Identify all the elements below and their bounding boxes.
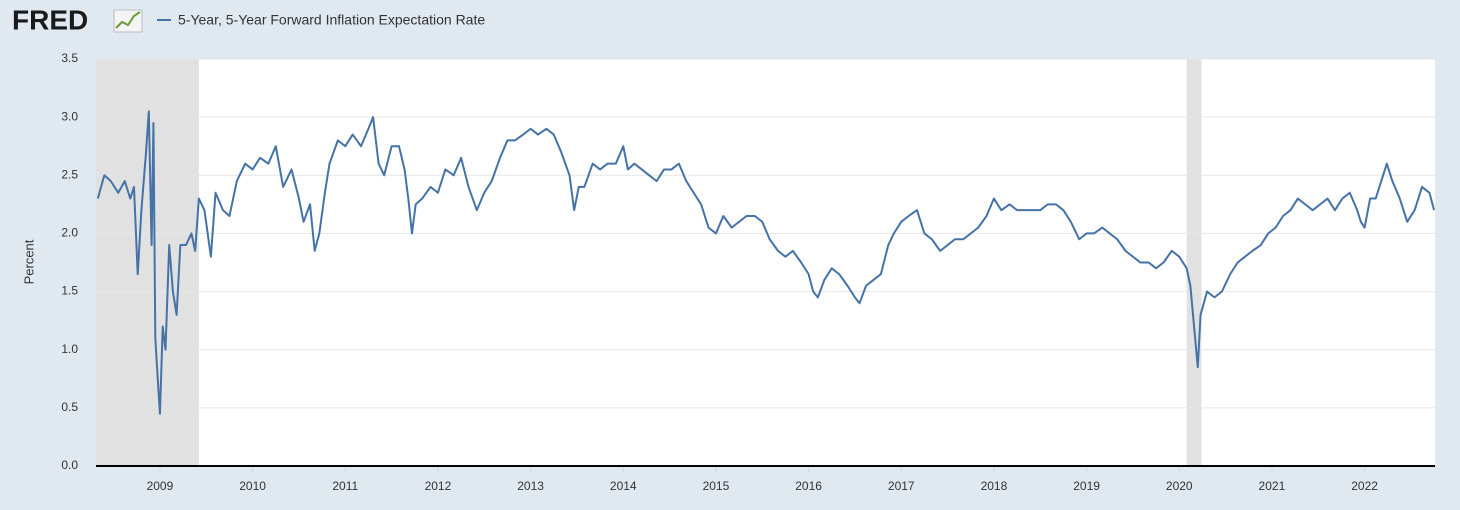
x-tick-label: 2022 <box>1351 479 1378 493</box>
y-tick-label: 1.5 <box>61 284 78 298</box>
x-tick-label: 2012 <box>425 479 452 493</box>
legend-label: 5-Year, 5-Year Forward Inflation Expecta… <box>178 12 485 28</box>
recession-band <box>1186 59 1202 466</box>
x-tick-label: 2020 <box>1166 479 1193 493</box>
y-tick-label: 0.5 <box>61 400 78 414</box>
plot-area <box>96 59 1435 466</box>
logo-text: FRED <box>12 4 88 35</box>
y-tick-label: 1.0 <box>61 342 78 356</box>
x-tick-label: 2015 <box>703 479 730 493</box>
x-tick-label: 2009 <box>147 479 174 493</box>
y-tick-label: 0.0 <box>61 458 78 472</box>
y-tick-label: 3.5 <box>61 51 78 65</box>
x-tick-label: 2019 <box>1073 479 1100 493</box>
y-tick-label: 2.0 <box>61 226 78 240</box>
x-tick-label: 2021 <box>1259 479 1286 493</box>
y-axis-label: Percent <box>21 239 36 284</box>
fred-logo: FRED <box>12 4 143 35</box>
y-tick-label: 3.0 <box>61 109 78 123</box>
x-tick-label: 2013 <box>517 479 544 493</box>
x-tick-label: 2016 <box>795 479 822 493</box>
x-tick-label: 2010 <box>239 479 266 493</box>
logo-icon-line <box>115 11 141 29</box>
x-tick-label: 2017 <box>888 479 915 493</box>
y-tick-label: 2.5 <box>61 167 78 181</box>
x-tick-label: 2011 <box>332 479 358 493</box>
x-tick-label: 2018 <box>981 479 1008 493</box>
x-tick-label: 2014 <box>610 479 637 493</box>
series-line <box>96 110 1436 415</box>
